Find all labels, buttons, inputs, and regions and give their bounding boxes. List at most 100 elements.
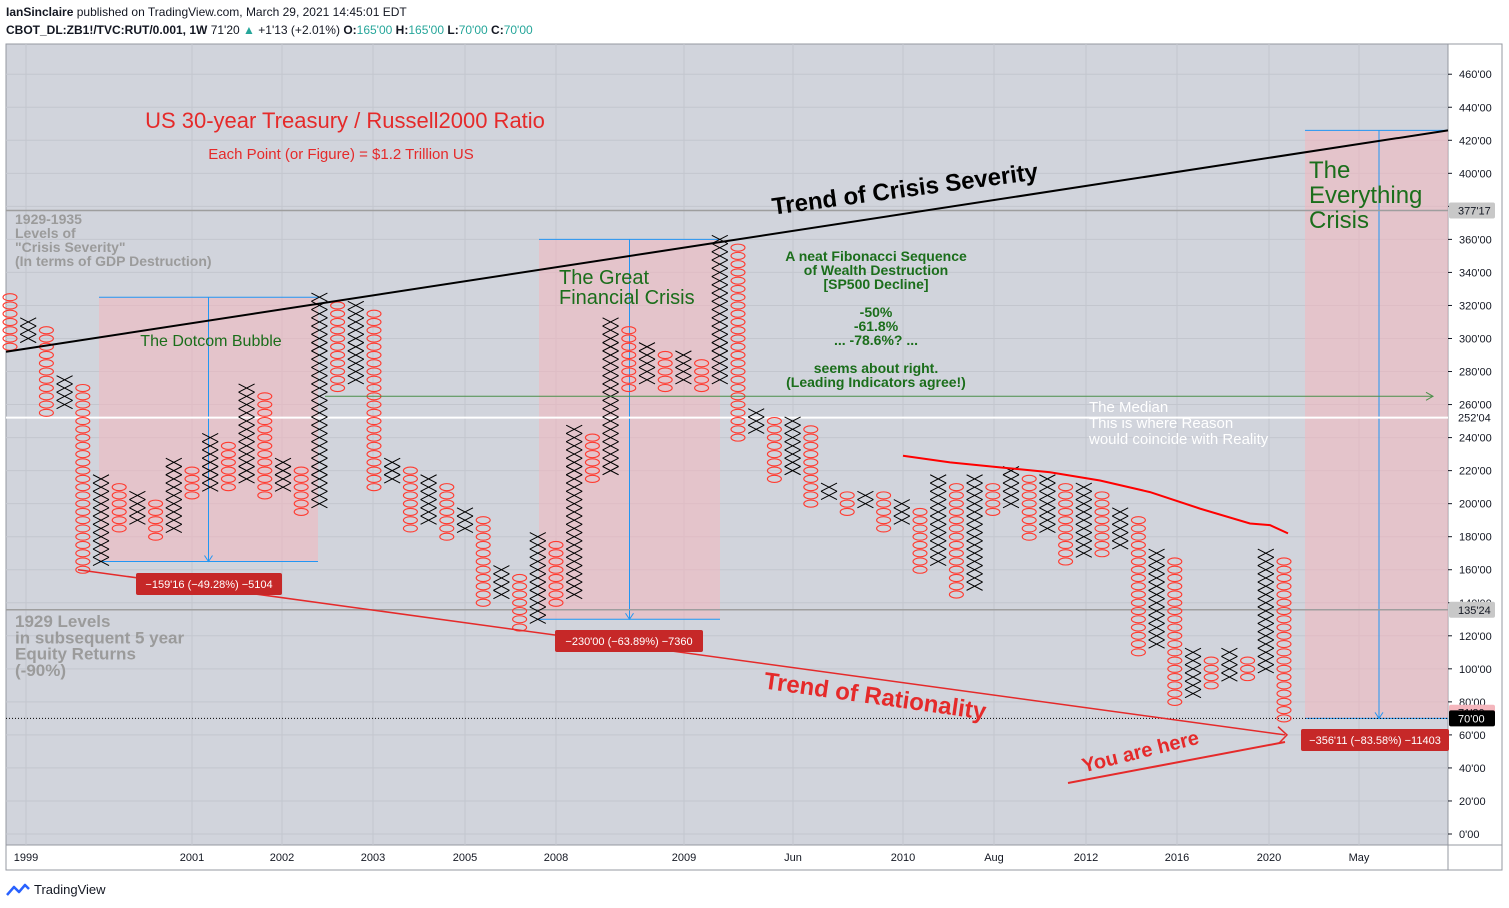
change-value: +1'13 (+2.01%) [258,23,340,37]
o-box [1276,606,1292,616]
x-box [565,565,583,575]
measure-label-bg [136,573,282,595]
o-box [475,532,491,541]
x-box [565,556,583,567]
x-box [1257,655,1275,666]
o-box [366,383,382,393]
x-box [966,523,983,534]
o-box [803,499,819,508]
o-box [75,458,91,467]
o-box [548,590,564,599]
o-box [876,507,892,516]
x-box [19,317,37,327]
x-box [19,333,37,344]
o-box [1167,697,1183,706]
x-box [711,317,729,327]
y-tick-label: 200'00 [1459,499,1492,511]
o-column [621,326,637,393]
y-tick-label: 180'00 [1459,532,1492,544]
o-box [1130,582,1146,591]
tradingview-brand[interactable]: TradingView [34,882,106,897]
o-box [38,350,54,360]
x-box [565,499,583,509]
x-box [565,573,583,583]
x-box [165,507,183,517]
chart-title: US 30-year Treasury / Russell2000 Ratio [145,108,545,133]
o-box [1021,491,1037,500]
o-box [730,367,746,376]
x-box [493,565,510,575]
o-box [366,425,382,434]
x-box [165,474,183,484]
rationality-trend-line[interactable] [77,568,1286,736]
o-box [621,326,637,335]
x-box [311,424,328,434]
o-box [439,507,455,516]
x-box [602,325,619,335]
o-box [38,400,54,409]
o-box [730,350,746,360]
x-box [1148,614,1165,624]
o-box [1130,565,1146,574]
x-box [602,375,619,385]
x-box [1148,589,1165,600]
o-column [184,466,200,500]
x-box [565,515,583,525]
o-box [1130,631,1146,640]
o-column [75,383,91,574]
x-box [711,358,729,368]
symbol-name[interactable]: CBOT_DL:ZB1!/TVC:RUT/0.001, 1W [6,23,208,37]
low-value: 70'00 [458,23,488,37]
o-box [948,540,964,550]
o-box [1276,615,1292,624]
x-box [1148,631,1165,641]
x-box [1148,606,1165,616]
everything-zone[interactable] [1305,130,1448,719]
o-box [584,458,600,467]
x-box [966,556,983,567]
o-box [330,334,346,343]
o-box [512,606,528,616]
x-box [602,441,619,451]
o-box [75,450,91,459]
o-box [1021,474,1037,483]
measure-label-bg [1301,729,1449,751]
publisher-name[interactable]: IanSinclaire [6,5,74,19]
crisis-trend-line[interactable] [5,129,1449,353]
o-box [1130,540,1146,550]
x-box [602,424,619,434]
x-box [1075,523,1093,534]
o-column [548,540,564,607]
o-box [803,450,819,459]
o-column [1240,656,1256,682]
x-box [1148,556,1165,567]
x-box [747,424,765,434]
declining-trend-line[interactable] [902,454,1289,535]
o-box [111,516,127,525]
x-box [238,433,255,443]
o-box [1167,623,1183,632]
x-box [311,309,328,319]
o-box [657,375,673,384]
x-box [1257,631,1275,641]
x-column [274,457,292,492]
o-box [257,483,273,492]
last-price: 71'20 [210,23,240,37]
x-box [857,499,874,509]
o-box [1276,648,1292,657]
x-box [165,523,183,534]
o-box [912,565,928,574]
x-box [966,573,983,583]
o-box [1203,673,1219,682]
o-box [475,590,491,599]
x-box [893,515,911,525]
o-box [1094,507,1110,516]
o-box [584,441,600,450]
o-box [75,474,91,483]
o-box [839,507,855,516]
o-column [439,483,455,541]
x-column [383,457,401,484]
o-box [257,474,273,483]
x-column [1257,548,1275,674]
